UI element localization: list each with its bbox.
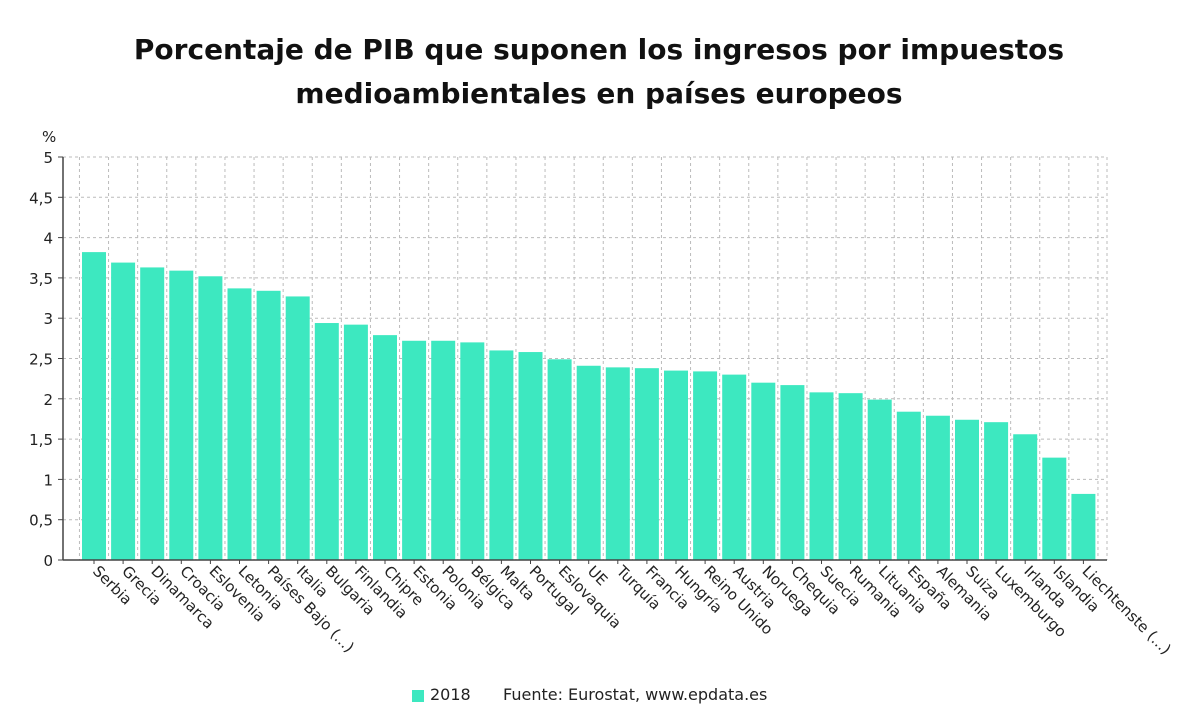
bar <box>780 385 805 560</box>
bar <box>373 335 397 560</box>
chart-title-line-1: Porcentaje de PIB que suponen los ingres… <box>133 33 1065 66</box>
bar <box>605 367 630 560</box>
bar <box>518 352 543 560</box>
bar <box>1013 434 1038 560</box>
bar <box>896 411 921 560</box>
bar <box>198 276 223 560</box>
y-tick-label: 3,5 <box>29 270 53 288</box>
y-tick-label: 5 <box>43 149 53 167</box>
bar <box>343 324 368 560</box>
bar <box>460 342 485 560</box>
bar <box>402 340 427 560</box>
bar <box>547 359 572 560</box>
y-axis-label: % <box>42 128 56 146</box>
y-tick-label: 2,5 <box>29 351 53 369</box>
bar <box>169 270 194 560</box>
bar <box>489 350 514 560</box>
bar <box>285 296 310 560</box>
bar <box>838 393 863 560</box>
bar <box>634 368 659 560</box>
bar-chart: 00,511,522,533,544,55%SerbiaGreciaDinama… <box>29 128 1174 658</box>
bar <box>984 422 1009 560</box>
bar <box>256 290 281 560</box>
bar <box>82 252 106 560</box>
bar <box>1042 457 1067 560</box>
bar <box>314 323 339 560</box>
chart-footer: 2018 Fuente: Eurostat, www.epdata.es <box>0 684 1198 704</box>
bar <box>955 419 979 560</box>
y-tick-label: 0 <box>43 552 53 570</box>
chart-title: Porcentaje de PIB que suponen los ingres… <box>0 28 1198 116</box>
source-text: Fuente: Eurostat, www.epdata.es <box>503 685 768 704</box>
y-tick-label: 4,5 <box>29 189 53 207</box>
bar <box>140 267 165 560</box>
bar <box>867 399 892 560</box>
bar <box>576 365 601 560</box>
bar <box>431 340 456 560</box>
legend-label: 2018 <box>430 685 471 704</box>
bar <box>925 415 950 560</box>
bar <box>664 370 688 560</box>
axis-layer <box>58 156 1107 564</box>
y-tick-label: 3 <box>43 310 53 328</box>
legend-swatch <box>412 690 424 702</box>
bar <box>751 382 776 560</box>
bar <box>1071 493 1096 560</box>
y-tick-label: 1,5 <box>29 431 53 449</box>
y-tick-label: 1 <box>43 471 53 489</box>
bar <box>722 374 747 560</box>
chart-title-line-2: medioambientales en países europeos <box>295 77 903 110</box>
bar <box>111 262 136 560</box>
bar <box>693 371 718 560</box>
bar <box>809 392 834 560</box>
y-tick-label: 2 <box>43 391 53 409</box>
bar-layer <box>82 252 1096 560</box>
y-tick-label: 4 <box>43 230 53 248</box>
bar <box>227 288 252 560</box>
y-tick-label: 0,5 <box>29 512 53 530</box>
